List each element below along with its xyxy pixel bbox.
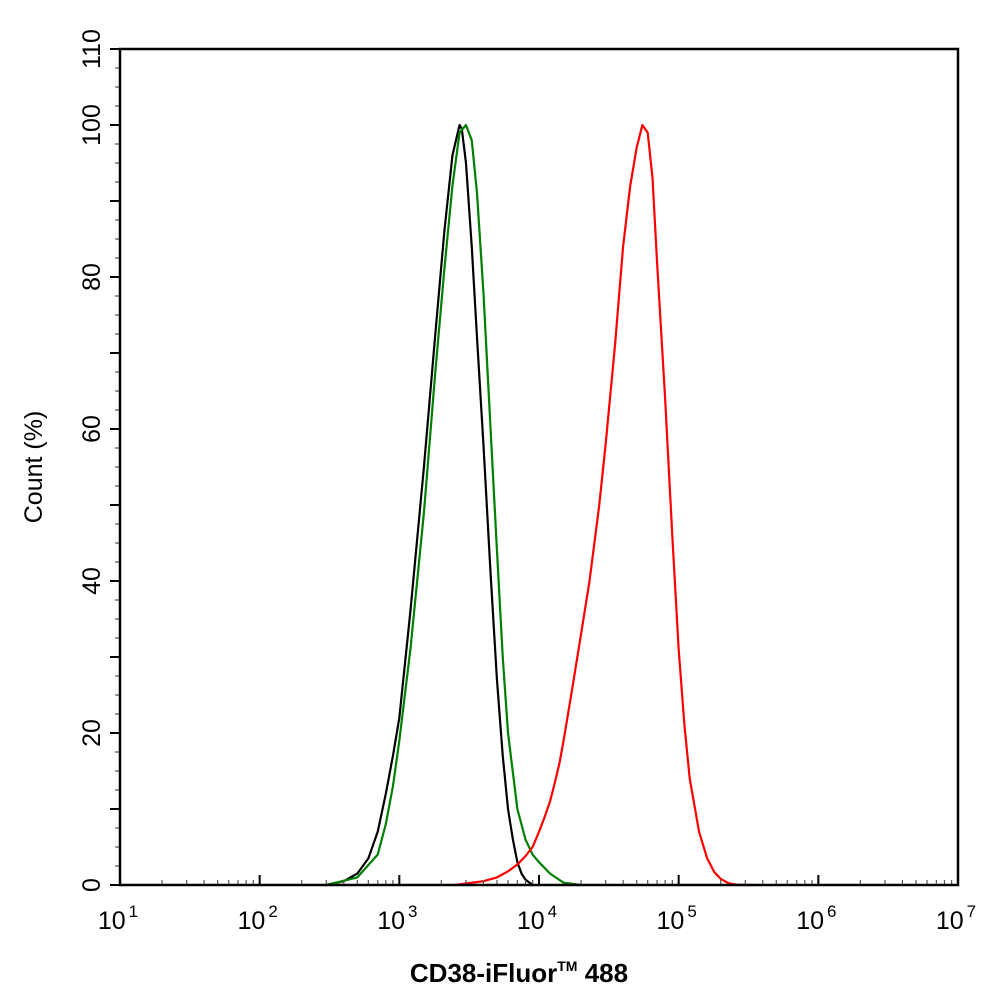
x-tick-label: 10 6: [796, 902, 836, 935]
y-ticks: 0 20 40 60 80 100 110: [78, 29, 120, 892]
x-tick-label: 10 5: [657, 902, 697, 935]
x-tick-label: 10 3: [377, 902, 417, 935]
x-axis-title-suffix: 488: [577, 958, 628, 988]
y-tick-label: 20: [78, 719, 106, 747]
x-axis-title-main: CD38-iFluor: [410, 958, 557, 988]
x-tick-label: 10 2: [238, 902, 278, 935]
x-tick-label: 10 1: [98, 902, 138, 935]
series-layer: [325, 123, 756, 887]
x-tick-label: 10 7: [936, 902, 976, 935]
y-tick-label: 60: [78, 415, 106, 443]
x-ticks: 10 1 10 2 10 3 10 4 10 5 10 6 10 7: [98, 875, 976, 935]
x-axis-title: CD38-iFluorTM 488: [410, 958, 628, 988]
y-tick-label: 110: [78, 29, 106, 69]
series-line-2: [325, 123, 583, 887]
y-tick-label: 100: [78, 104, 106, 146]
y-tick-label: 80: [78, 263, 106, 291]
y-tick-label: 0: [78, 878, 106, 892]
x-tick-label: 10 4: [517, 902, 557, 935]
series-line-1: [325, 123, 534, 887]
y-axis-title: Count (%): [20, 411, 48, 524]
y-tick-label: 40: [78, 567, 106, 595]
series-line-3: [453, 123, 756, 887]
x-axis-title-superscript: TM: [557, 958, 577, 974]
plot-frame: [118, 47, 960, 887]
